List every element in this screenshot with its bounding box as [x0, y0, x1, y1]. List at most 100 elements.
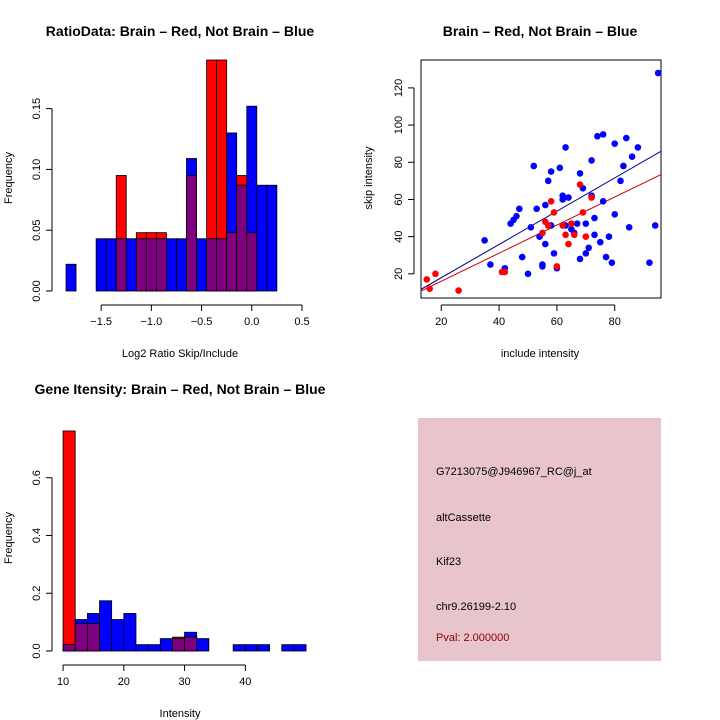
brain-bar [62, 430, 76, 652]
not-brain-point [559, 192, 566, 200]
probe-info-background [418, 418, 661, 661]
probe-id-text: G7213075@J946967_RC@j_at [436, 466, 592, 478]
not-brain-point [585, 244, 593, 252]
brain-point [576, 181, 584, 188]
not-brain-point [582, 220, 590, 227]
ratio-histogram-ylabel: Frequency [3, 152, 15, 204]
not-brain-point [518, 253, 526, 261]
not-brain-point [530, 162, 538, 170]
not-brain-point [547, 168, 555, 175]
not-brain-point [654, 69, 662, 77]
overlap-bar [62, 644, 76, 652]
y-tick-label: 0.4 [31, 528, 43, 543]
not-brain-point [611, 140, 619, 147]
overlap-bar [186, 175, 197, 292]
scatter-ylabel: skip intensity [363, 146, 375, 209]
gene-intensity-ylabel: Frequency [3, 512, 15, 564]
not-brain-bar [147, 644, 161, 652]
x-tick-label: 40 [239, 676, 251, 688]
y-tick-label: 0.2 [31, 586, 43, 601]
scatter-regression-lines [421, 150, 661, 292]
not-brain-point [550, 250, 558, 257]
not-brain-bar [196, 238, 207, 292]
not-brain-bar [125, 238, 137, 292]
not-brain-point [646, 259, 653, 266]
brain-point [432, 270, 439, 278]
x-tick-label: 60 [551, 316, 563, 328]
pval-text: Pval: 2.000000 [436, 632, 509, 644]
y-tick-label: 40 [393, 231, 405, 243]
ratio-histogram-title: RatioData: Brain – Red, Not Brain – Blue [46, 23, 315, 39]
brain-point [570, 231, 578, 239]
y-tick-label: 0.05 [31, 219, 43, 240]
not-brain-point [594, 132, 601, 140]
not-brain-point [487, 261, 494, 268]
not-brain-bar [111, 619, 125, 652]
gene-intensity-xlabel: Intensity [160, 708, 201, 720]
not-brain-point [596, 238, 604, 246]
overlap-bar [226, 232, 238, 292]
y-tick-label: 0.0 [31, 643, 43, 658]
scatter-axes: 20 40 60 80 20 40 60 80 100 120 [393, 79, 621, 328]
not-brain-point [556, 164, 564, 172]
not-brain-point [513, 212, 520, 220]
gene-intensity-histogram-panel: Gene Itensity: Brain – Red, Not Brain – … [3, 381, 326, 720]
not-brain-point [625, 224, 633, 231]
x-tick-label: 10 [57, 676, 69, 688]
x-tick-label: −1.5 [90, 316, 112, 328]
x-tick-label: 0.5 [294, 316, 309, 328]
ratio-histogram-axes: −1.5 −1.0 −0.5 0.0 0.5 0.00 0.05 0.10 0.15 [31, 98, 310, 328]
not-brain-point [620, 162, 627, 170]
not-brain-point [608, 259, 616, 266]
not-brain-bar [65, 263, 77, 292]
overlap-bar [246, 232, 258, 292]
x-tick-label: 30 [178, 676, 190, 688]
brain-point [568, 220, 575, 227]
genomic-location-text: chr9.26199-2.10 [436, 601, 516, 613]
y-tick-label: 120 [393, 79, 405, 97]
ratio-histogram-panel: RatioData: Brain – Red, Not Brain – Blue… [3, 23, 314, 360]
not-brain-bar [105, 238, 117, 292]
y-tick-label: 0.00 [31, 280, 43, 301]
not-brain-point [539, 261, 546, 268]
not-brain-point [599, 131, 607, 138]
not-brain-point [628, 153, 636, 160]
gene-intensity-title: Gene Itensity: Brain – Red, Not Brain – … [35, 381, 326, 397]
x-tick-label: 40 [493, 316, 505, 328]
scatter-plot-box [420, 59, 662, 299]
not-brain-point [591, 231, 598, 239]
scatter-points [423, 69, 662, 294]
gene-intensity-axes: 10 20 30 40 0.0 0.2 0.4 0.6 [31, 470, 251, 688]
brain-point [582, 233, 590, 240]
overlap-bar [184, 636, 198, 652]
not-brain-bar [99, 600, 113, 652]
probe-info-panel: G7213075@J946967_RC@j_at altCassette Kif… [418, 418, 661, 661]
not-brain-point [562, 144, 569, 151]
not-brain-point [588, 157, 595, 164]
brain-point [562, 231, 569, 239]
not-brain-point [533, 205, 540, 213]
not-brain-point [576, 255, 584, 263]
y-tick-label: 20 [393, 268, 405, 280]
not-brain-point [544, 177, 552, 185]
not-brain-bar [196, 638, 210, 652]
brain-point [544, 222, 552, 229]
brain-point [455, 287, 462, 294]
intensity-scatter-title: Brain – Red, Not Brain – Blue [443, 23, 638, 39]
overlap-bar [135, 238, 147, 292]
not-brain-point [542, 201, 549, 209]
not-brain-bar [159, 638, 173, 652]
not-brain-point [623, 134, 630, 142]
not-brain-point [611, 211, 619, 218]
not-brain-bar [123, 613, 137, 652]
brain-point [547, 198, 555, 205]
x-tick-label: 20 [435, 316, 447, 328]
brain-point [588, 194, 595, 201]
brain-point [550, 209, 558, 216]
x-tick-label: −1.0 [141, 316, 163, 328]
not-brain-point [634, 144, 642, 151]
overlap-bar [236, 184, 248, 292]
not-brain-point [542, 240, 549, 248]
not-brain-bar [135, 644, 149, 652]
